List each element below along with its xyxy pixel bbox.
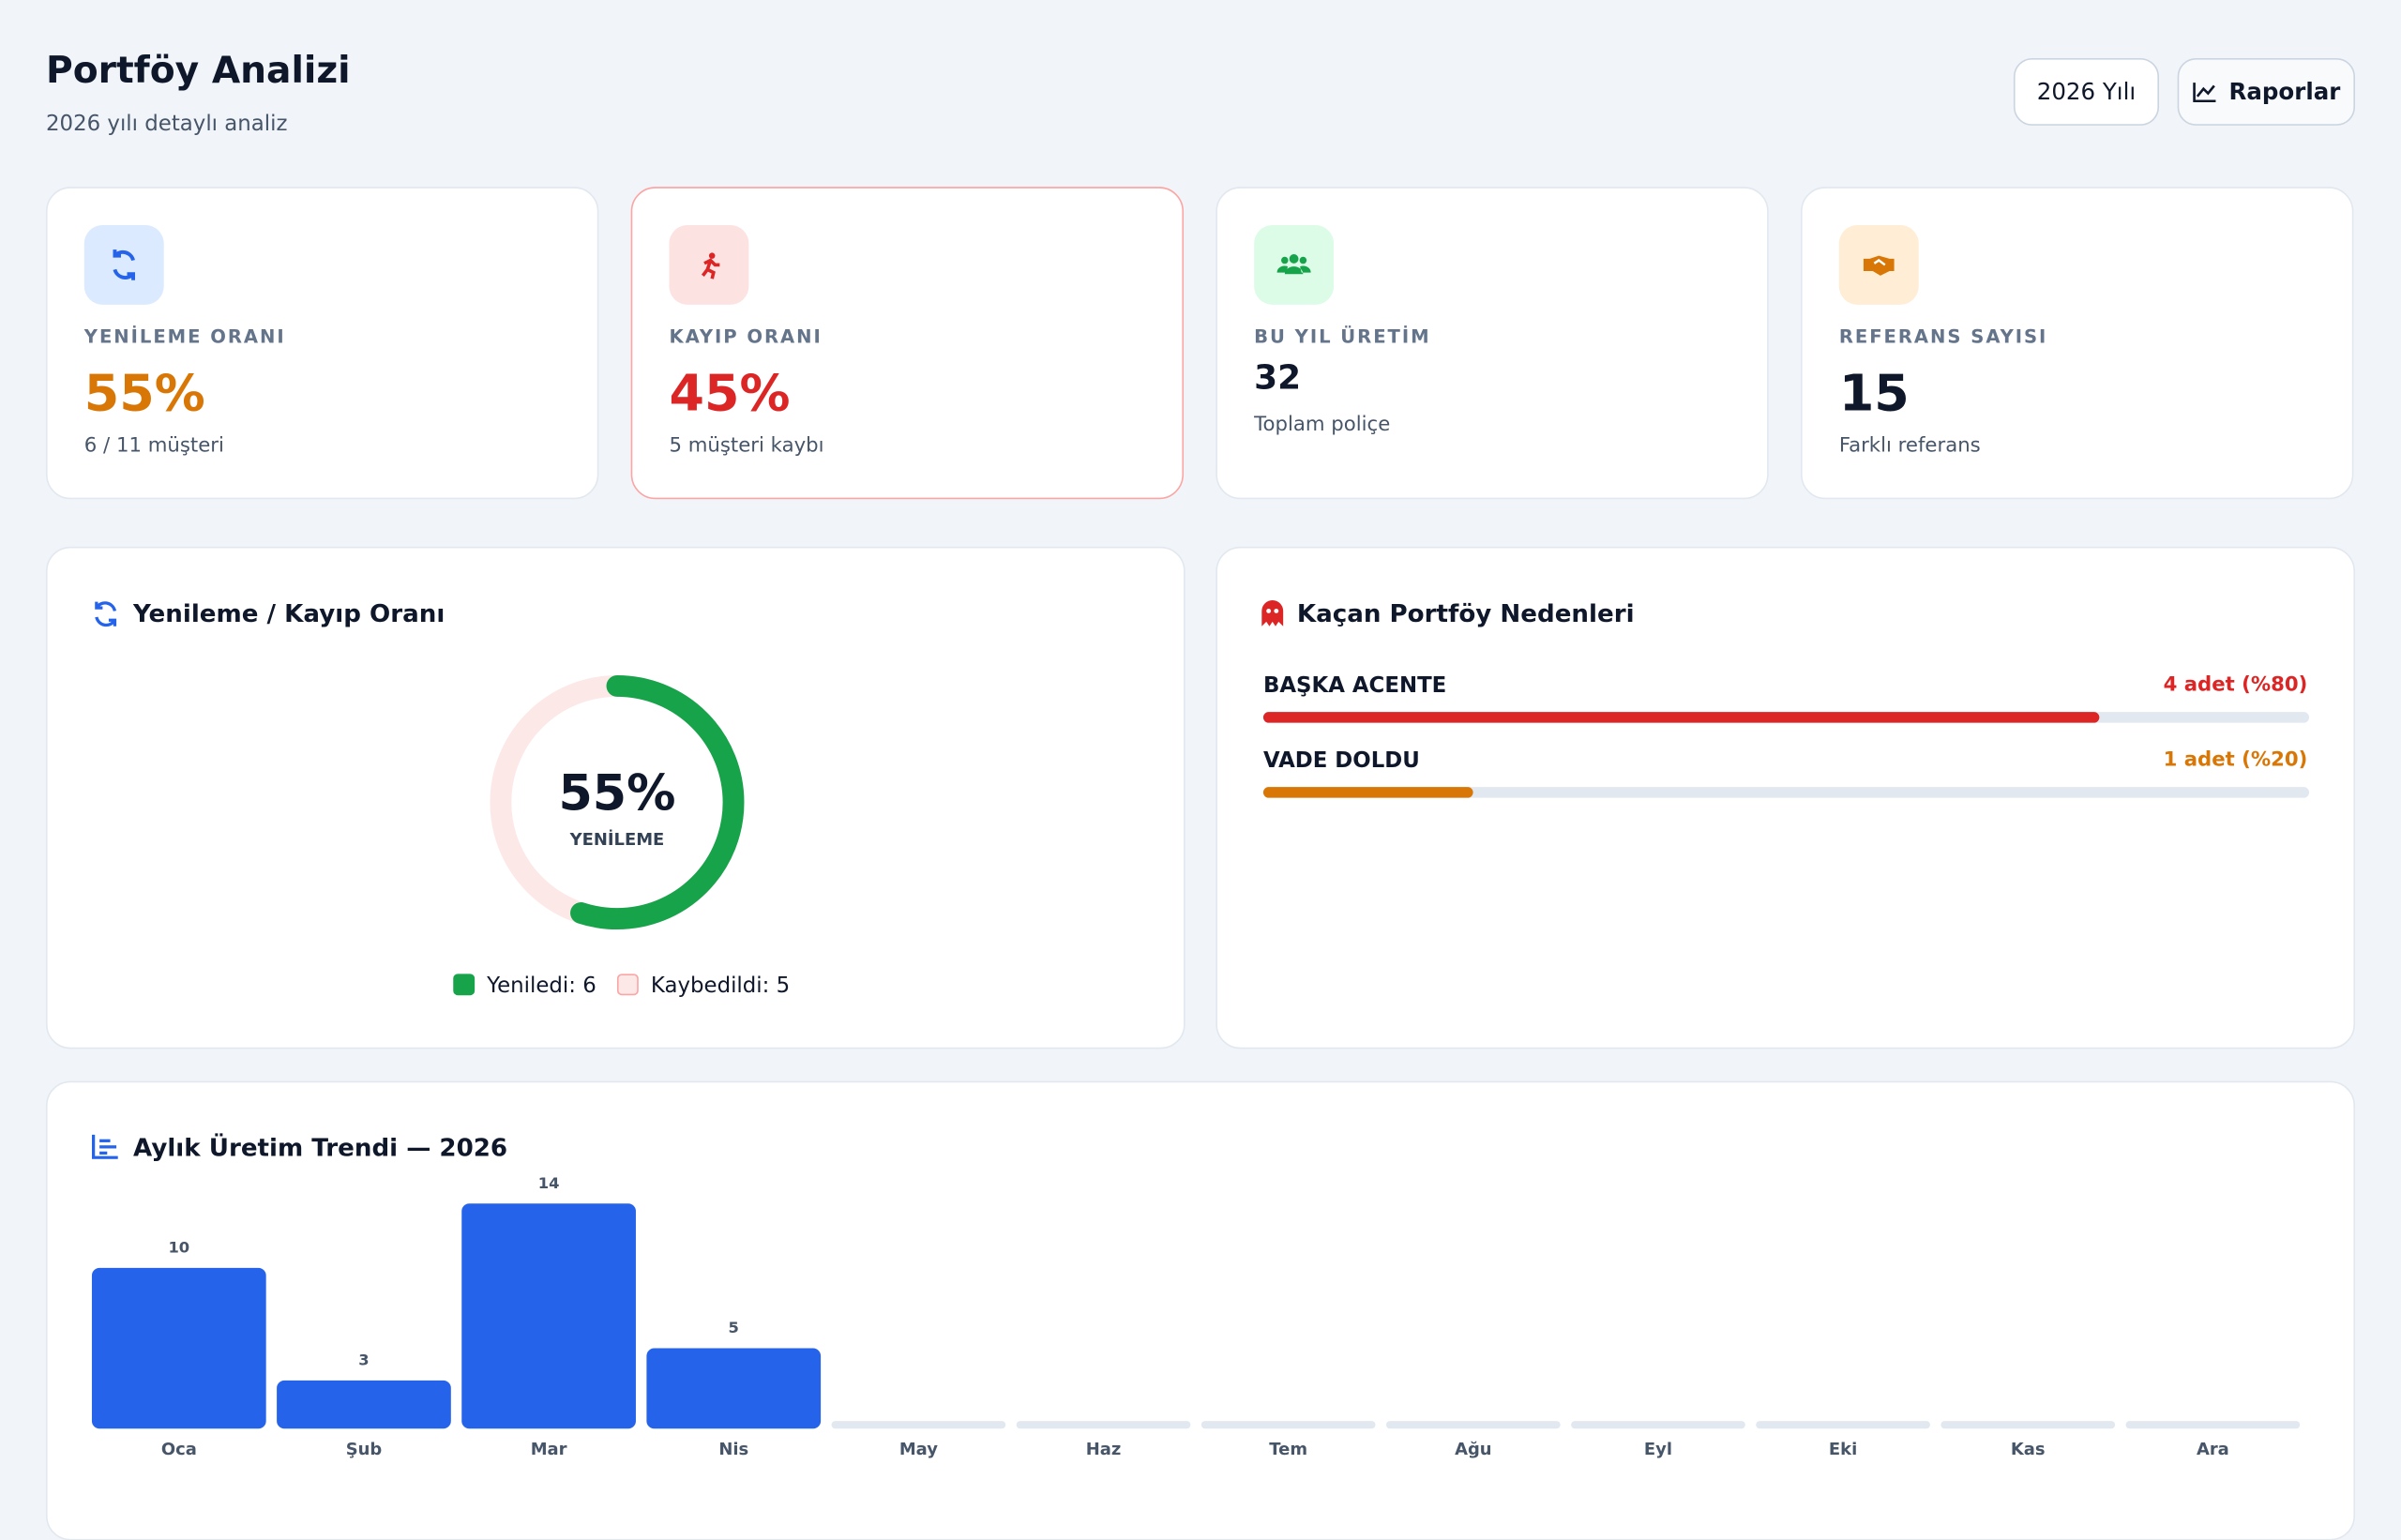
reason-track <box>1262 787 2310 798</box>
reason-value-label: 1 adet (%20) <box>2163 748 2308 772</box>
reports-label: Raporlar <box>2228 78 2341 106</box>
bar <box>1200 1421 1376 1429</box>
x-tick-label: Mar <box>531 1440 567 1459</box>
bar-value-label: 10 <box>168 1239 189 1257</box>
donut-value: 55% <box>558 766 675 823</box>
kpi-sub: Farklı referans <box>1838 434 1981 459</box>
bar-value-label: 5 <box>729 1319 739 1336</box>
kpi-value: 55% <box>83 362 205 423</box>
x-tick-label: Nis <box>718 1440 748 1459</box>
x-tick-label: Eyl <box>1644 1440 1672 1459</box>
dashboard: Portföy Analizi 2026 yılı detaylı analiz… <box>45 49 2356 1540</box>
kpi-label: BU YIL ÜRETİM <box>1254 325 1431 348</box>
kpi-label: YENİLEME ORANI <box>83 325 286 348</box>
kpi-icon-glyph <box>701 252 720 279</box>
chart-icon <box>2192 83 2215 103</box>
bar-icon <box>91 1134 118 1159</box>
kpi-card: YENİLEME ORANI 55% 6 / 11 müşteri <box>45 187 599 500</box>
x-tick-label: Haz <box>1086 1440 1122 1459</box>
kpi-sub: 6 / 11 müşteri <box>83 434 224 459</box>
kpi-label: REFERANS SAYISI <box>1838 325 2048 348</box>
kpi-icon <box>1254 224 1335 305</box>
legend-swatch <box>616 974 639 996</box>
legend-label: Yeniledi: 6 <box>487 974 596 999</box>
kpi-icon-glyph <box>1276 254 1311 275</box>
bar <box>277 1380 451 1429</box>
x-tick-label: Tem <box>1269 1440 1307 1459</box>
legend-swatch <box>453 974 476 996</box>
bar <box>831 1421 1006 1429</box>
kpi-value: 15 <box>1838 362 1910 423</box>
x-tick-label: Şub <box>346 1440 383 1459</box>
page: {"header":{"title":"Portföy Analizi","su… <box>45 49 2356 1540</box>
x-tick-label: Ara <box>2197 1440 2229 1459</box>
x-tick-label: Kas <box>2011 1440 2046 1459</box>
reasons-title: Kaçan Portföy Nedenleri <box>1296 598 1635 628</box>
reason-name: BAŞKA ACENTE <box>1262 673 1447 699</box>
kpi-card: REFERANS SAYISI 15 Farklı referans <box>1800 187 2354 500</box>
renewal-title: Yenileme / Kayıp Oranı <box>133 598 445 628</box>
x-tick-label: Eki <box>1829 1440 1857 1459</box>
reason-value-label: 4 adet (%80) <box>2163 673 2308 697</box>
page-title: Portföy Analizi <box>45 49 351 92</box>
reasons-panel: Kaçan Portföy Nedenleri BAŞKA ACENTE 4 ad… <box>1216 546 2356 1049</box>
body: Portföy Analizi 2026 yılı detaylı analiz… <box>45 49 2356 1540</box>
trend-panel: Aylık Üretim Trendi — 2026 10 Oca 3 Şub 14 Ma… <box>45 1080 2356 1540</box>
page-subtitle: 2026 yılı detaylı analiz <box>45 112 288 137</box>
kpi-card: BU YIL ÜRETİM 32 Toplam poliçe <box>1216 187 1769 500</box>
bar <box>1016 1421 1191 1429</box>
refresh-icon <box>95 601 117 627</box>
kpi-icon-glyph <box>1863 255 1895 276</box>
bar <box>461 1203 636 1429</box>
renewal-panel: Yenileme / Kayıp Oranı 55% YENİLEME Yeni… <box>45 546 1185 1049</box>
kpi-icon-glyph <box>113 249 135 280</box>
reason-bar <box>1262 712 2101 723</box>
kpi-value: 32 <box>1254 359 1302 399</box>
bar <box>1940 1421 2116 1429</box>
donut-arc <box>490 674 745 930</box>
kpi-icon <box>669 224 749 305</box>
kpi-card: KAYIP ORANI 45% 5 müşteri kaybı <box>630 187 1185 500</box>
bar <box>91 1267 266 1429</box>
reason-bar <box>1262 787 1472 798</box>
bar-chart: 10 Oca 3 Şub 14 Mar 5 Nis May Haz Tem Ağu Eyl Eki Kas A… <box>91 1174 2301 1459</box>
ghost-icon <box>1261 600 1284 627</box>
kpi-icon <box>1838 224 1919 305</box>
bar <box>2125 1421 2301 1429</box>
kpi-label: KAYIP ORANI <box>669 325 823 348</box>
bar <box>1571 1421 1745 1429</box>
x-tick-label: Oca <box>161 1440 197 1459</box>
year-button[interactable]: 2026 Yılı <box>2013 58 2160 126</box>
bar-value-label: 3 <box>358 1351 369 1369</box>
kpi-value: 45% <box>669 362 791 423</box>
bar <box>646 1348 822 1429</box>
donut-label: YENİLEME <box>569 829 665 850</box>
bar <box>1385 1421 1561 1429</box>
trend-title: Aylık Üretim Trendi — 2026 <box>133 1133 508 1163</box>
legend-label: Kaybedildi: 5 <box>650 974 791 999</box>
reports-button[interactable]: Raporlar <box>2177 58 2356 126</box>
x-tick-label: May <box>899 1440 938 1459</box>
bar <box>1756 1421 1930 1429</box>
kpi-sub: Toplam poliçe <box>1254 413 1391 437</box>
reason-name: VADE DOLDU <box>1262 748 1420 774</box>
kpi-sub: 5 müşteri kaybı <box>669 434 824 459</box>
x-tick-label: Ağu <box>1455 1440 1492 1459</box>
donut: 55% YENİLEME <box>490 674 745 930</box>
bar-value-label: 14 <box>538 1174 560 1192</box>
kpi-icon <box>83 224 164 305</box>
